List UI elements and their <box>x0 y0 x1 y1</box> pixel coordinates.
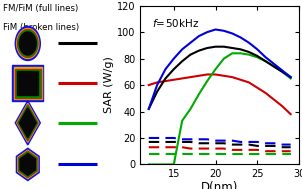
Polygon shape <box>17 103 39 142</box>
X-axis label: D(nm): D(nm) <box>201 181 238 189</box>
Text: FM/FiM (full lines): FM/FiM (full lines) <box>3 4 78 13</box>
FancyBboxPatch shape <box>14 67 42 99</box>
FancyBboxPatch shape <box>12 65 43 101</box>
Circle shape <box>17 29 39 58</box>
Polygon shape <box>18 105 38 141</box>
Polygon shape <box>15 101 40 145</box>
Polygon shape <box>18 150 38 179</box>
FancyBboxPatch shape <box>17 71 38 95</box>
Y-axis label: SAR (W/g): SAR (W/g) <box>104 57 114 113</box>
Polygon shape <box>20 153 36 175</box>
Polygon shape <box>19 108 36 138</box>
Circle shape <box>18 31 37 56</box>
Circle shape <box>15 26 40 60</box>
FancyBboxPatch shape <box>16 70 40 97</box>
Circle shape <box>19 32 36 55</box>
Polygon shape <box>16 148 39 181</box>
FancyBboxPatch shape <box>15 69 40 98</box>
Polygon shape <box>18 151 37 178</box>
Polygon shape <box>19 152 37 177</box>
Circle shape <box>18 29 38 57</box>
Text: $f\!=\!50$kHz: $f\!=\!50$kHz <box>152 17 199 29</box>
Text: FiM (broken lines): FiM (broken lines) <box>3 23 79 32</box>
Polygon shape <box>18 106 37 140</box>
